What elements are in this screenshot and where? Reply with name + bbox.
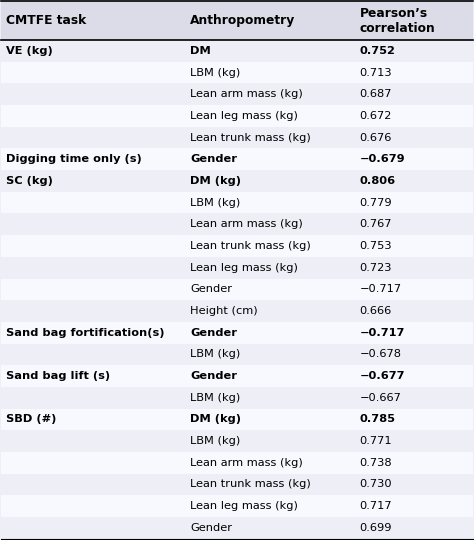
Text: 0.752: 0.752 [359, 46, 395, 56]
Text: −0.677: −0.677 [359, 371, 405, 381]
Bar [1, 235, 473, 257]
Text: Lean trunk mass (kg): Lean trunk mass (kg) [190, 241, 310, 251]
Bar [1, 62, 473, 83]
Bar [1, 343, 473, 365]
Text: −0.678: −0.678 [359, 349, 401, 359]
Text: LBM (kg): LBM (kg) [190, 436, 240, 446]
Text: Lean leg mass (kg): Lean leg mass (kg) [190, 111, 298, 121]
Text: Gender: Gender [190, 328, 237, 338]
Bar [1, 409, 473, 430]
Bar [1, 127, 473, 148]
Text: Gender: Gender [190, 285, 232, 294]
Text: −0.667: −0.667 [359, 393, 401, 403]
Text: DM (kg): DM (kg) [190, 414, 241, 424]
Bar [1, 300, 473, 322]
Bar [1, 279, 473, 300]
Bar [1, 83, 473, 105]
Bar [1, 2, 473, 40]
Text: DM: DM [190, 46, 210, 56]
Text: Lean arm mass (kg): Lean arm mass (kg) [190, 89, 302, 99]
Text: SBD (#): SBD (#) [6, 414, 56, 424]
Bar [1, 170, 473, 192]
Text: Sand bag lift (s): Sand bag lift (s) [6, 371, 110, 381]
Bar [1, 495, 473, 517]
Text: LBM (kg): LBM (kg) [190, 349, 240, 359]
Text: CMTFE task: CMTFE task [6, 14, 86, 27]
Text: 0.806: 0.806 [359, 176, 396, 186]
Bar [1, 365, 473, 387]
Bar [1, 517, 473, 538]
Text: 0.738: 0.738 [359, 458, 392, 468]
Text: 0.753: 0.753 [359, 241, 392, 251]
Text: Lean leg mass (kg): Lean leg mass (kg) [190, 501, 298, 511]
Text: Height (cm): Height (cm) [190, 306, 257, 316]
Bar [1, 430, 473, 452]
Bar [1, 452, 473, 474]
Text: LBM (kg): LBM (kg) [190, 393, 240, 403]
Bar [1, 192, 473, 213]
Text: 0.785: 0.785 [359, 414, 395, 424]
Text: SC (kg): SC (kg) [6, 176, 53, 186]
Text: 0.717: 0.717 [359, 501, 392, 511]
Bar [1, 257, 473, 279]
Text: 0.779: 0.779 [359, 198, 392, 208]
Bar [1, 40, 473, 62]
Text: 0.699: 0.699 [359, 523, 392, 533]
Text: Gender: Gender [190, 523, 232, 533]
Text: Lean trunk mass (kg): Lean trunk mass (kg) [190, 133, 310, 143]
Text: Lean arm mass (kg): Lean arm mass (kg) [190, 458, 302, 468]
Text: LBM (kg): LBM (kg) [190, 68, 240, 78]
Text: 0.676: 0.676 [359, 133, 392, 143]
Text: DM (kg): DM (kg) [190, 176, 241, 186]
Text: Pearson’s
correlation: Pearson’s correlation [359, 6, 435, 35]
Bar [1, 474, 473, 495]
Text: Lean leg mass (kg): Lean leg mass (kg) [190, 262, 298, 273]
Text: Lean arm mass (kg): Lean arm mass (kg) [190, 219, 302, 230]
Text: VE (kg): VE (kg) [6, 46, 53, 56]
Text: 0.771: 0.771 [359, 436, 392, 446]
Text: −0.717: −0.717 [359, 328, 405, 338]
Text: −0.717: −0.717 [359, 285, 401, 294]
Bar [1, 322, 473, 343]
Bar [1, 105, 473, 127]
Text: 0.723: 0.723 [359, 262, 392, 273]
Text: LBM (kg): LBM (kg) [190, 198, 240, 208]
Bar [1, 213, 473, 235]
Text: Anthropometry: Anthropometry [190, 14, 295, 27]
Text: Digging time only (s): Digging time only (s) [6, 154, 142, 164]
Text: −0.679: −0.679 [359, 154, 405, 164]
Text: 0.713: 0.713 [359, 68, 392, 78]
Text: 0.767: 0.767 [359, 219, 392, 230]
Text: 0.687: 0.687 [359, 89, 392, 99]
Text: 0.666: 0.666 [359, 306, 392, 316]
Text: 0.730: 0.730 [359, 480, 392, 489]
Bar [1, 387, 473, 409]
Text: Gender: Gender [190, 371, 237, 381]
Text: Sand bag fortification(s): Sand bag fortification(s) [6, 328, 164, 338]
Bar [1, 148, 473, 170]
Text: Gender: Gender [190, 154, 237, 164]
Text: 0.672: 0.672 [359, 111, 392, 121]
Text: Lean trunk mass (kg): Lean trunk mass (kg) [190, 480, 310, 489]
